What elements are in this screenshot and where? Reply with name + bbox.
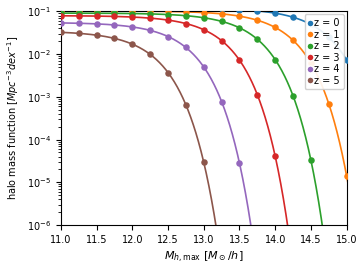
Point [219, 7, 225, 11]
Point [254, 93, 260, 97]
Point [290, 94, 296, 98]
Point [58, 14, 64, 18]
Point [290, 38, 296, 43]
Point [254, 18, 260, 22]
Point [94, 11, 99, 15]
Point [219, 38, 225, 43]
Point [94, 33, 99, 37]
Point [147, 52, 153, 57]
Point [76, 14, 82, 18]
Point [201, 10, 207, 15]
Point [326, 35, 332, 40]
Point [344, 58, 350, 62]
Point [237, 26, 242, 30]
Point [129, 15, 135, 19]
Point [58, 30, 64, 34]
Point [147, 12, 153, 16]
Point [165, 70, 171, 75]
Point [344, 174, 350, 179]
X-axis label: $M_{h,\mathrm{max}}\ [M_\odot/h]$: $M_{h,\mathrm{max}}\ [M_\odot/h]$ [164, 250, 244, 265]
Point [290, 15, 296, 20]
Point [201, 160, 207, 164]
Point [165, 12, 171, 17]
Point [272, 154, 278, 159]
Point [237, 58, 242, 62]
Point [183, 103, 189, 107]
Point [237, 7, 242, 12]
Point [129, 11, 135, 16]
Point [147, 9, 153, 13]
Point [165, 34, 171, 39]
Point [201, 6, 207, 11]
Legend: z = 0, z = 1, z = 2, z = 3, z = 4, z = 5: z = 0, z = 1, z = 2, z = 3, z = 4, z = 5 [305, 14, 344, 89]
Point [129, 42, 135, 46]
Point [76, 31, 82, 36]
Point [219, 12, 225, 16]
Point [111, 9, 117, 13]
Point [76, 9, 82, 13]
Point [111, 14, 117, 19]
Point [308, 22, 314, 27]
Point [76, 21, 82, 25]
Point [94, 22, 99, 26]
Point [111, 36, 117, 41]
Point [183, 10, 189, 14]
Point [272, 25, 278, 30]
Point [308, 61, 314, 65]
Point [254, 9, 260, 13]
Point [58, 21, 64, 25]
Point [165, 6, 171, 10]
Point [58, 9, 64, 13]
Point [201, 65, 207, 69]
Point [165, 18, 171, 22]
Point [254, 37, 260, 41]
Point [219, 99, 225, 104]
Point [111, 23, 117, 27]
Point [94, 14, 99, 18]
Point [58, 11, 64, 15]
Point [326, 102, 332, 106]
Point [183, 21, 189, 26]
Point [94, 9, 99, 13]
Point [201, 28, 207, 32]
Point [201, 15, 207, 20]
Point [272, 57, 278, 62]
Point [219, 19, 225, 24]
Point [183, 45, 189, 50]
Point [147, 16, 153, 20]
Y-axis label: halo mass function $[Mpc^{-3}dex^{-1}]$: halo mass function $[Mpc^{-3}dex^{-1}]$ [5, 36, 21, 200]
Point [308, 158, 314, 163]
Point [111, 11, 117, 15]
Point [272, 11, 278, 15]
Point [147, 28, 153, 33]
Point [183, 14, 189, 18]
Point [183, 6, 189, 10]
Point [237, 161, 242, 165]
Point [129, 9, 135, 13]
Point [129, 25, 135, 29]
Point [76, 11, 82, 15]
Point [165, 9, 171, 14]
Point [237, 14, 242, 18]
